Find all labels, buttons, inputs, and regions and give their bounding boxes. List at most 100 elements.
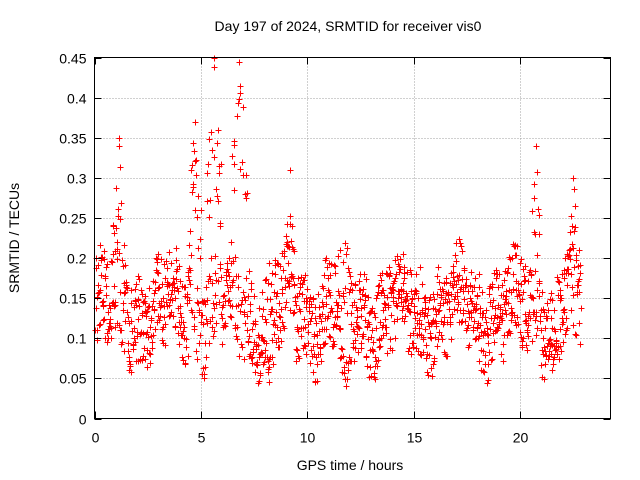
data-point	[551, 354, 558, 361]
data-point	[353, 304, 360, 311]
data-point	[368, 373, 375, 380]
data-point	[218, 161, 225, 168]
data-point	[301, 342, 308, 349]
data-point	[567, 246, 574, 253]
data-point	[458, 319, 465, 326]
data-point	[135, 316, 142, 323]
data-point	[114, 246, 121, 253]
data-point	[406, 308, 413, 315]
data-point	[385, 304, 392, 311]
data-point	[296, 290, 303, 297]
data-point	[469, 288, 476, 295]
data-point	[556, 279, 563, 286]
data-point	[99, 299, 106, 306]
data-point	[173, 245, 180, 252]
data-point	[389, 284, 396, 291]
data-point	[249, 326, 256, 333]
data-point	[467, 295, 474, 302]
data-point	[271, 331, 278, 338]
data-point	[557, 326, 564, 333]
data-point	[299, 291, 306, 298]
data-point	[559, 271, 566, 278]
data-point	[333, 322, 340, 329]
data-point	[431, 296, 438, 303]
data-point	[299, 281, 306, 288]
data-point	[114, 256, 121, 263]
data-point	[259, 313, 266, 320]
data-point	[435, 264, 442, 271]
data-point	[209, 280, 216, 287]
data-point	[120, 307, 127, 314]
data-point	[279, 319, 286, 326]
data-point	[132, 286, 139, 293]
data-point	[188, 252, 195, 259]
data-point	[576, 247, 583, 254]
data-point	[296, 355, 303, 362]
data-point	[464, 301, 471, 308]
data-point	[569, 241, 576, 248]
data-point	[201, 371, 208, 378]
y-tick-label: 0.15	[59, 291, 86, 307]
data-point	[217, 220, 224, 227]
data-point	[434, 273, 441, 280]
y-axis-label: SRMTID / TECUs	[6, 183, 22, 293]
data-point	[451, 296, 458, 303]
data-point	[326, 333, 333, 340]
data-point	[529, 294, 536, 301]
data-point	[529, 338, 536, 345]
data-point	[549, 297, 556, 304]
data-point	[321, 341, 328, 348]
data-point	[448, 336, 455, 343]
data-point	[345, 265, 352, 272]
data-point	[553, 337, 560, 344]
data-point	[552, 347, 559, 354]
data-point	[273, 309, 280, 316]
data-point	[128, 300, 135, 307]
data-point	[567, 256, 574, 263]
data-point	[500, 358, 507, 365]
data-point	[375, 289, 382, 296]
data-point	[302, 343, 309, 350]
data-point	[527, 315, 534, 322]
data-point	[112, 302, 119, 309]
data-point	[298, 333, 305, 340]
data-point	[467, 283, 474, 290]
data-point	[177, 310, 184, 317]
data-point	[454, 289, 461, 296]
data-point	[210, 333, 217, 340]
data-point	[572, 203, 579, 210]
data-point	[100, 302, 107, 309]
data-point	[308, 301, 315, 308]
data-point	[573, 257, 580, 264]
data-point	[505, 265, 512, 272]
data-point	[457, 240, 464, 247]
data-point	[226, 273, 233, 280]
data-point	[428, 365, 435, 372]
data-point	[451, 306, 458, 313]
data-point	[341, 370, 348, 377]
data-point	[472, 307, 479, 314]
data-point	[168, 291, 175, 298]
data-point	[541, 344, 548, 351]
data-point	[241, 294, 248, 301]
data-point	[337, 325, 344, 332]
data-point	[234, 324, 241, 331]
data-point	[522, 277, 529, 284]
data-point	[207, 197, 214, 204]
data-point	[181, 324, 188, 331]
data-point	[487, 326, 494, 333]
data-point	[458, 243, 465, 250]
data-point	[334, 308, 341, 315]
data-point	[140, 330, 147, 337]
data-point	[158, 302, 165, 309]
data-point	[509, 255, 516, 262]
data-point	[501, 277, 508, 284]
data-point	[548, 315, 555, 322]
data-point	[550, 361, 557, 368]
data-point	[344, 376, 351, 383]
data-point	[171, 284, 178, 291]
data-point	[190, 140, 197, 147]
data-point	[220, 302, 227, 309]
data-point	[271, 289, 278, 296]
data-point	[234, 113, 241, 120]
